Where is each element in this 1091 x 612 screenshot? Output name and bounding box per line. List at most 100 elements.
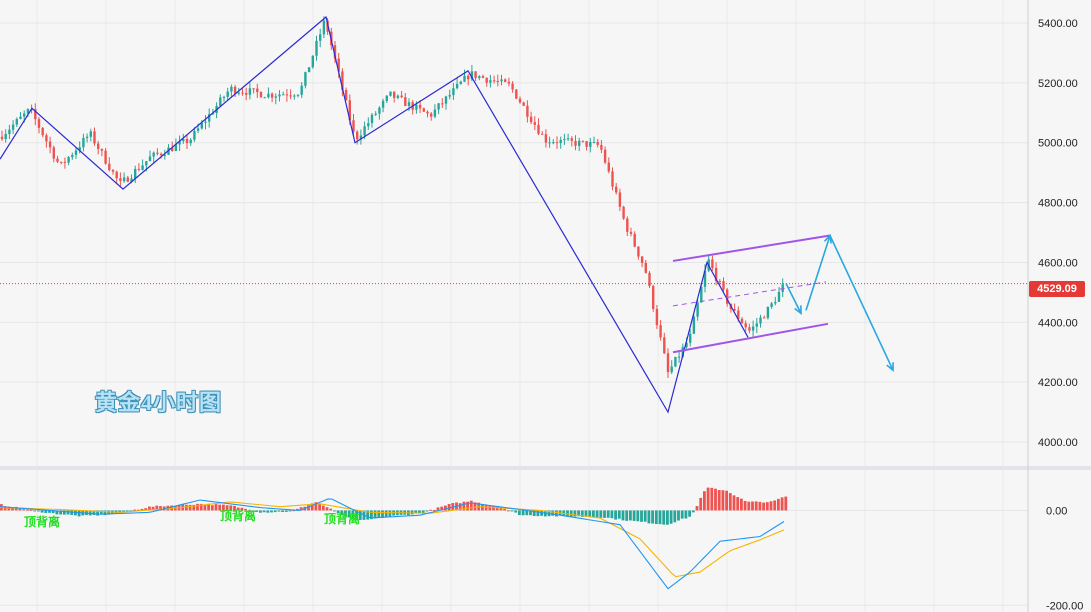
macd-histogram-bar — [37, 510, 40, 512]
macd-histogram-bar — [125, 510, 129, 512]
candle-body — [196, 128, 200, 131]
candle-body — [97, 143, 100, 150]
candle-body — [134, 168, 137, 179]
top-divergence-label: 顶背离 — [24, 514, 60, 529]
macd-histogram-bar — [148, 506, 151, 511]
macd-histogram-bar — [25, 509, 29, 511]
macd-histogram-bar — [780, 497, 784, 511]
macd-histogram-bar — [384, 510, 388, 517]
candle-body — [82, 137, 85, 148]
macd-histogram-bar — [292, 510, 296, 512]
candle-body — [718, 281, 721, 283]
candle-body — [100, 149, 104, 151]
candle-body — [515, 89, 518, 99]
macd-histogram-bar — [551, 510, 555, 516]
macd-histogram-bar — [606, 510, 610, 518]
candle-body — [774, 301, 777, 304]
candle-body — [400, 95, 403, 98]
current-price-tag: 4529.09 — [1029, 281, 1085, 297]
projection-arrow-head — [794, 305, 802, 315]
candle-body — [233, 86, 237, 94]
macd-histogram-bar — [229, 505, 233, 511]
candle-body — [171, 147, 174, 151]
candle-body — [548, 142, 551, 144]
macd-histogram-bar — [107, 510, 111, 515]
candle-body — [156, 152, 159, 154]
macd-histogram-bar — [410, 510, 414, 515]
macd-histogram-bar — [281, 510, 284, 513]
candle-body — [230, 86, 233, 92]
candle-body — [8, 129, 11, 135]
macd-histogram-bar — [344, 510, 347, 516]
candle-body — [256, 88, 259, 93]
macd-histogram-bar — [469, 500, 473, 511]
macd-panel — [0, 487, 788, 590]
candle-body — [389, 91, 392, 96]
candle-body — [566, 138, 570, 140]
candle-body — [200, 122, 203, 129]
macd-histogram-bar — [329, 508, 333, 511]
macd-histogram-bar — [462, 501, 466, 511]
candle-body — [737, 310, 740, 319]
candle-body — [522, 102, 525, 106]
candle-body — [744, 323, 747, 328]
macd-histogram-bar — [66, 510, 70, 515]
candle-body — [344, 89, 348, 101]
macd-histogram-bar — [273, 510, 277, 513]
macd-histogram-bar — [196, 503, 199, 511]
macd-histogram-bar — [262, 510, 266, 513]
candle-body — [481, 76, 485, 78]
macd-histogram-bar — [573, 510, 577, 517]
macd-histogram-bar — [566, 510, 569, 517]
divergence-labels: 顶背离 顶背离 顶背离 — [24, 508, 360, 529]
projection-arrows — [785, 233, 894, 372]
macd-histogram-bar — [536, 510, 540, 517]
candle-body — [485, 77, 488, 83]
candle-body — [544, 134, 548, 143]
wave-zigzag-line — [0, 15, 749, 414]
candle-body — [19, 116, 22, 119]
candle-body — [507, 81, 511, 84]
macd-histogram-bar — [255, 510, 259, 512]
candle-body — [685, 342, 688, 348]
panel-separator — [0, 466, 1091, 470]
macd-histogram-bar — [373, 510, 377, 519]
price-tick-label: 5000.00 — [1038, 138, 1078, 150]
macd-histogram-bar — [584, 510, 588, 517]
candle-body — [478, 76, 481, 79]
macd-histogram-bar — [784, 496, 788, 511]
candle-body — [415, 104, 418, 110]
macd-histogram-bar — [199, 503, 203, 511]
macd-histogram-bar — [340, 510, 344, 515]
candle-body — [71, 154, 74, 158]
macd-histogram-bar — [155, 505, 159, 511]
macd-histogram-bar — [599, 510, 603, 518]
macd-histogram-bar — [277, 510, 281, 512]
macd-histogram-bar — [233, 505, 236, 511]
candle-body — [404, 97, 407, 107]
candle-body — [659, 325, 662, 338]
macd-histogram-bar — [48, 510, 51, 513]
macd-histogram-bar — [333, 510, 336, 512]
candle-body — [248, 88, 252, 95]
candle-body — [148, 156, 152, 162]
candle-body — [0, 136, 4, 140]
candle-body — [570, 138, 573, 141]
candle-body — [63, 161, 67, 163]
candle-body — [152, 152, 155, 157]
macd-histogram-bar — [62, 510, 66, 515]
macd-histogram-bar — [44, 510, 48, 513]
macd-histogram-bar — [614, 510, 617, 520]
candle-body — [182, 138, 185, 142]
macd-histogram-bar — [529, 510, 532, 516]
candle-body — [363, 126, 366, 136]
candle-body — [504, 79, 507, 82]
candle-body — [115, 171, 118, 179]
price-tick-label: 4400.00 — [1038, 317, 1078, 329]
candle-body — [23, 113, 26, 117]
macd-histogram-bar — [625, 510, 629, 521]
macd-histogram-bar — [7, 506, 11, 511]
macd-histogram-bar — [203, 504, 207, 511]
candle-body — [226, 91, 229, 97]
candle-body — [637, 246, 640, 257]
